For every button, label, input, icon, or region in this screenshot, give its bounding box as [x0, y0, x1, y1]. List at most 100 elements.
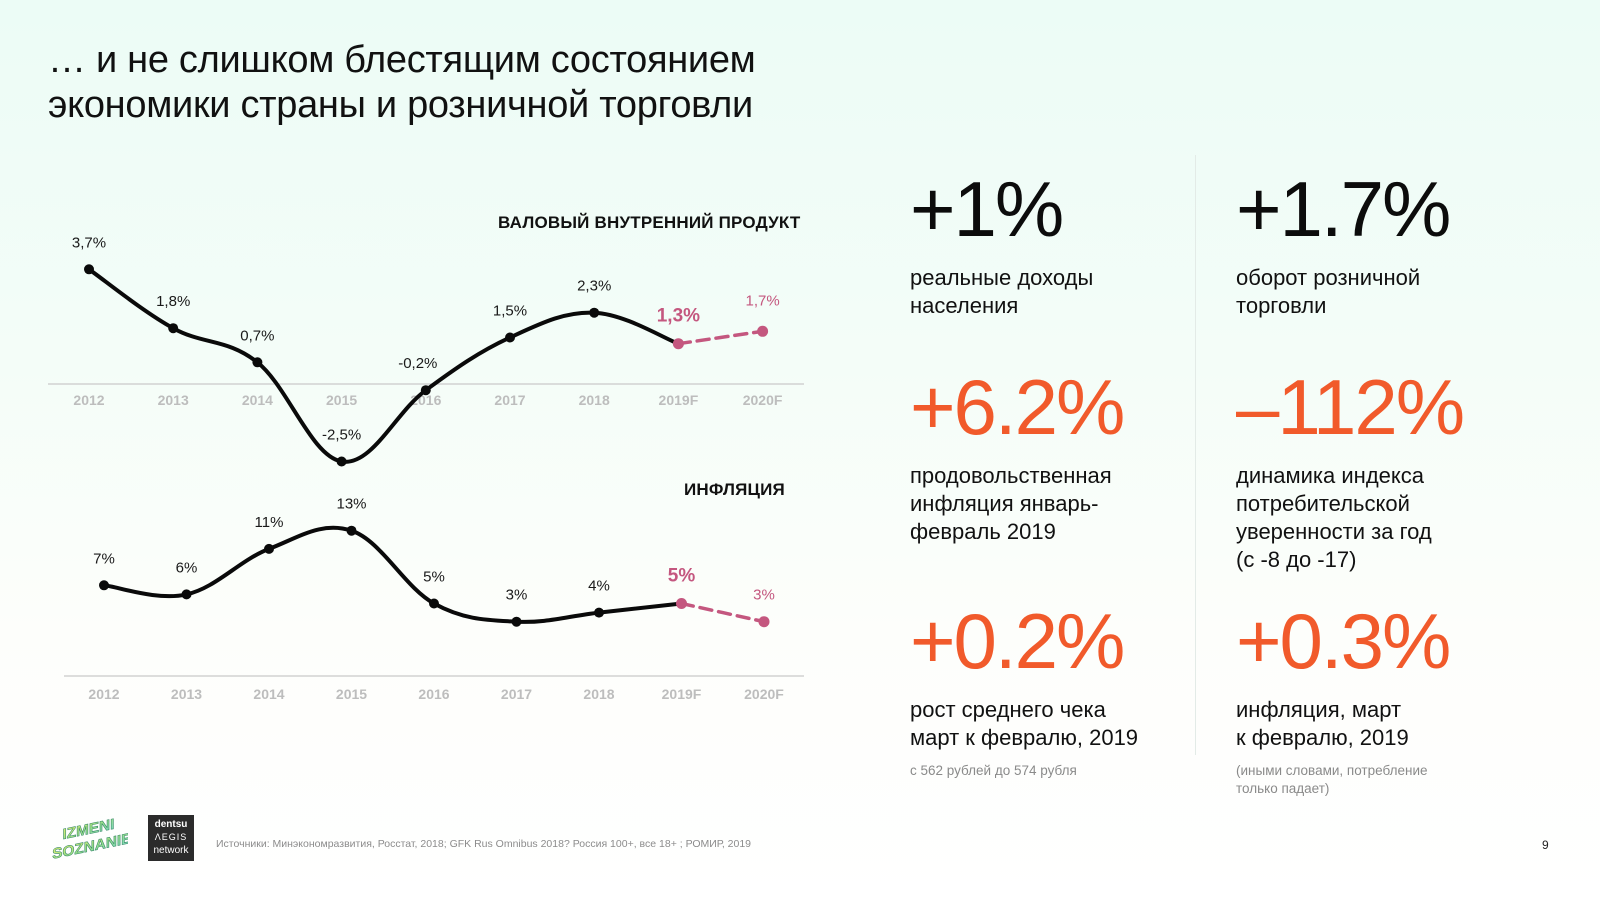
x-tick-label: 2012: [88, 686, 119, 702]
data-label: 3%: [506, 587, 528, 604]
x-tick-label: 2019F: [662, 686, 702, 702]
x-tick-label: 2012: [73, 392, 104, 408]
actual-data-point: [336, 456, 347, 467]
data-label: 11%: [255, 514, 284, 531]
inflation-chart: 2012 2013 2014 2015 2016 2017 2018 2019F 2020F 7%…: [64, 496, 804, 702]
actual-data-point: [589, 307, 600, 318]
stat-value: –112%: [1236, 363, 1465, 451]
stat-description-line: (с -8 до -17): [1236, 547, 1357, 572]
data-label: 0,7%: [240, 327, 274, 344]
stat-description-line: оборот розничной: [1236, 265, 1421, 290]
actual-series-line: [87, 267, 681, 464]
x-tick-label: 2020F: [744, 686, 784, 702]
forecast-series-line: [676, 329, 765, 346]
stat-description: инфляция, март к февралю, 2019: [1236, 696, 1536, 752]
stat-description-line: потребительской: [1236, 491, 1410, 516]
data-label: 6%: [176, 559, 198, 576]
stat-consumer-confidence: –112% динамика индекса потребительской уве…: [1236, 368, 1536, 574]
actual-data-point: [252, 357, 263, 368]
actual-data-point: [594, 607, 604, 618]
data-label: 2,3%: [577, 278, 611, 295]
stat-real-income: +1% реальные доходы населения: [910, 170, 1210, 320]
data-label: 1,8%: [156, 293, 190, 310]
actual-data-point: [181, 589, 192, 600]
data-label: 1,5%: [493, 303, 527, 320]
x-tick-label: 2015: [326, 392, 357, 408]
logo-dentsu-line1: dentsu: [154, 819, 188, 830]
data-label: -2,5%: [322, 427, 361, 444]
data-label: 7%: [93, 550, 115, 567]
actual-data-point: [429, 598, 439, 609]
stat-description-line: рост среднего чека: [910, 697, 1106, 722]
actual-data-point: [420, 385, 431, 396]
x-tick-label: 2017: [501, 686, 532, 702]
data-label: -0,2%: [398, 355, 437, 372]
stat-march-inflation: +0.3% инфляция, март к февралю, 2019 (ины…: [1236, 602, 1536, 798]
stat-description: рост среднего чека март к февралю, 2019: [910, 696, 1210, 752]
charts-canvas: 2012 2013 2014 2015 2016 2017 2018 2019F 2020F 3,…: [48, 234, 804, 702]
actual-data-point: [99, 580, 109, 591]
stat-description-line: уверенности за год: [1236, 519, 1432, 544]
x-tick-label: 2016: [418, 686, 449, 702]
stat-description-line: торговли: [1236, 293, 1327, 318]
data-label: 3%: [753, 587, 775, 604]
x-tick-label: 2014: [242, 392, 273, 408]
page-number: 9: [1542, 838, 1549, 852]
actual-series-line: [102, 525, 684, 624]
x-tick-label: 2014: [253, 686, 284, 702]
stat-description-line: февраль 2019: [910, 519, 1056, 544]
slide-title-line-2: экономики страны и розничной торговли: [48, 84, 753, 126]
stat-average-check: +0.2% рост среднего чека март к февралю, …: [910, 602, 1210, 780]
stat-description-line: динамика индекса: [1236, 463, 1424, 488]
stat-description-line: инфляция, март: [1236, 697, 1402, 722]
x-tick-label: 2017: [494, 392, 525, 408]
actual-data-point: [511, 616, 522, 627]
data-label: 1,3%: [657, 306, 700, 327]
forecast-data-point: [757, 325, 769, 337]
dentsu-aegis-logo: dentsu ΛEGIS network: [148, 815, 194, 861]
column-divider: [1195, 155, 1196, 755]
stat-description: динамика индекса потребительской увереннос…: [1236, 462, 1536, 574]
logo-dentsu-line2: ΛEGIS: [154, 832, 188, 842]
x-tick-label: 2018: [583, 686, 614, 702]
forecast-series-line: [679, 601, 766, 624]
slide-title-line-1: … и не слишком блестящим состоянием: [48, 39, 756, 81]
actual-data-point: [264, 543, 274, 554]
stat-value: +6.2%: [910, 363, 1125, 451]
data-label: 5%: [423, 569, 445, 586]
x-tick-label: 2013: [171, 686, 202, 702]
sources-footnote: Источники: Минэкономразвития, Росстат, 2…: [216, 838, 752, 850]
data-label: 1,7%: [745, 292, 779, 309]
x-tick-label: 2013: [158, 392, 189, 408]
data-label: 3,7%: [72, 234, 106, 251]
stat-description-line: март к февралю, 2019: [910, 725, 1139, 750]
forecast-data-point: [672, 338, 684, 350]
actual-data-point: [346, 525, 357, 536]
stat-description-line: к февралю, 2019: [1236, 725, 1409, 750]
stat-value: +0.3%: [1236, 597, 1451, 685]
x-tick-label: 2018: [579, 392, 610, 408]
stat-value: +0.2%: [910, 597, 1125, 685]
actual-data-point: [84, 264, 94, 275]
data-label: 4%: [588, 578, 610, 595]
stat-value: +1.7%: [1236, 165, 1451, 253]
x-tick-label: 2015: [336, 686, 367, 702]
slide-title: … и не слишком блестящим состоянием экон…: [48, 38, 848, 128]
gdp-chart: 2012 2013 2014 2015 2016 2017 2018 2019F 2020F3,…: [48, 234, 804, 467]
data-label: 13%: [336, 496, 366, 513]
stat-description-line: реальные доходы: [910, 265, 1094, 290]
stat-retail-turnover: +1.7% оборот розничной торговли: [1236, 170, 1536, 320]
data-label: 5%: [668, 566, 696, 587]
stat-note-line: с 562 рублей до 574 рубля: [910, 763, 1077, 778]
stat-note: (иными словами, потребление только падает…: [1236, 762, 1536, 798]
inflation-chart-title: ИНФЛЯЦИЯ: [684, 480, 785, 499]
stat-note-line: (иными словами, потребление: [1236, 763, 1428, 778]
stat-food-inflation: +6.2% продовольственная инфляция январь-ф…: [910, 368, 1210, 546]
stat-description-line: инфляция январь-: [910, 491, 1099, 516]
stat-note: с 562 рублей до 574 рубля: [910, 762, 1210, 780]
gdp-chart-title: ВАЛОВЫЙ ВНУТРЕННИЙ ПРОДУКТ: [498, 213, 801, 232]
logo-dentsu-line3: network: [153, 845, 189, 856]
forecast-data-point: [676, 598, 687, 609]
stat-description: реальные доходы населения: [910, 264, 1210, 320]
izmeni-soznanie-logo: IZMENI SOZNANIE: [52, 816, 128, 863]
